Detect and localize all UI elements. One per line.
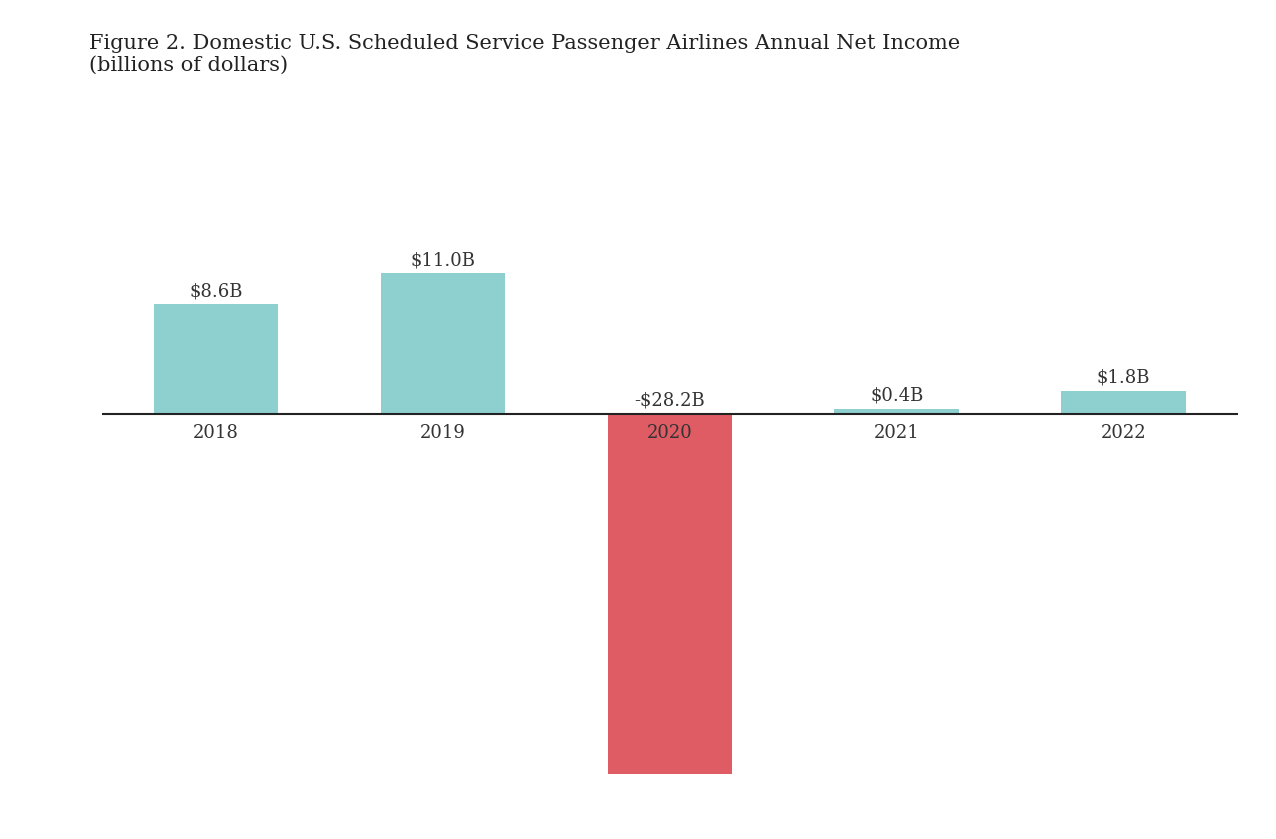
Text: 2022: 2022	[1101, 424, 1147, 442]
Text: $8.6B: $8.6B	[189, 282, 242, 300]
Text: $11.0B: $11.0B	[411, 252, 476, 269]
Bar	[835, 409, 960, 414]
Bar	[1062, 391, 1187, 414]
Text: 2020: 2020	[647, 424, 693, 442]
Text: 2019: 2019	[420, 424, 466, 442]
Text: -$28.2B: -$28.2B	[634, 391, 706, 409]
Text: 2021: 2021	[874, 424, 920, 442]
Text: $1.8B: $1.8B	[1097, 369, 1151, 387]
Bar	[607, 414, 732, 774]
Text: $0.4B: $0.4B	[870, 387, 924, 405]
Text: Figure 2. Domestic U.S. Scheduled Service Passenger Airlines Annual Net Income
(: Figure 2. Domestic U.S. Scheduled Servic…	[89, 34, 961, 75]
Text: 2018: 2018	[193, 424, 239, 442]
Bar	[380, 274, 505, 414]
Bar	[153, 304, 278, 414]
